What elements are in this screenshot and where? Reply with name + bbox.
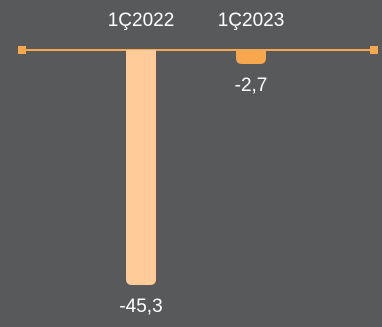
category-label-1: 1Ç2022 [108, 10, 175, 31]
bar-1 [126, 50, 156, 285]
baseline-end-marker-right [370, 46, 378, 54]
bar-2 [236, 50, 266, 65]
bars-group [126, 50, 266, 285]
category-label-2: 1Ç2023 [218, 10, 285, 31]
labels-group: 1Ç2022 -45,3 1Ç2023 -2,7 [108, 10, 285, 317]
value-label-1: -45,3 [119, 296, 162, 317]
value-label-2: -2,7 [235, 75, 268, 96]
baseline-end-marker-left [18, 46, 26, 54]
